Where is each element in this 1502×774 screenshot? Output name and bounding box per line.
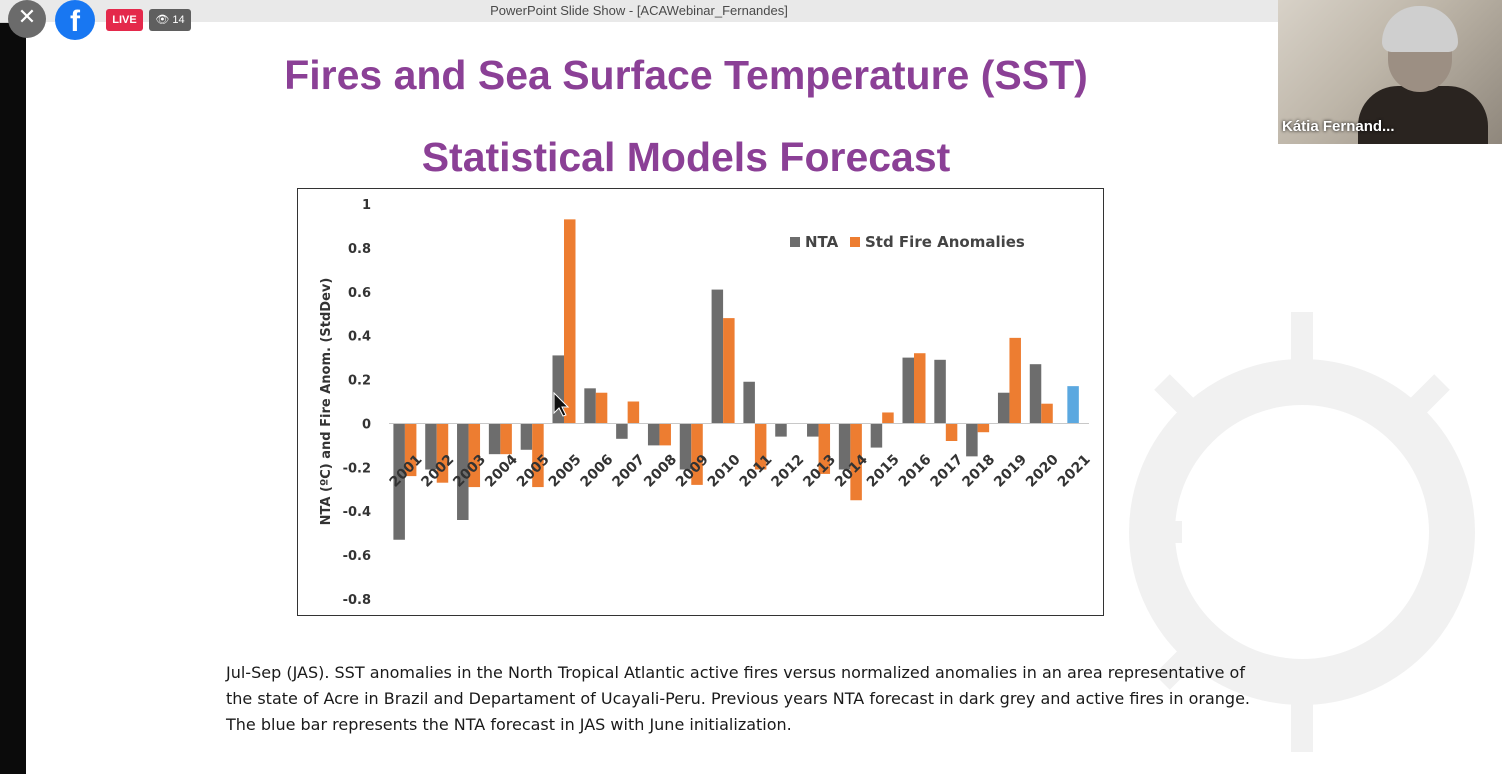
bar-nta	[616, 423, 628, 439]
slide-subtitle: Statistical Models Forecast	[421, 134, 951, 180]
x-tick-label: 2018	[959, 452, 998, 491]
bar-nta	[743, 381, 755, 424]
participant-video[interactable]: Kátia Fernand...	[1278, 0, 1502, 144]
bar-fire	[595, 392, 608, 424]
bar-nta	[838, 423, 851, 470]
x-tick-label: 2015	[864, 452, 903, 491]
bar-fire	[1009, 337, 1021, 424]
left-edge-strip	[0, 0, 26, 774]
bar-nta	[775, 423, 787, 437]
bar-fire	[882, 412, 894, 424]
bar-fire	[659, 423, 671, 446]
bar-fire	[850, 423, 862, 501]
caption-line: Jul-Sep (JAS). SST anomalies in the Nort…	[226, 663, 1245, 682]
x-tick-label: 2008	[641, 452, 680, 491]
bar-nta	[393, 423, 405, 540]
presentation-slide: Fires and Sea Surface Temperature (SST) …	[26, 22, 1502, 774]
bar-nta	[584, 388, 596, 424]
close-icon[interactable]: ✕	[8, 0, 46, 38]
bar-fire	[627, 401, 640, 424]
x-tick-label: 2021	[1055, 452, 1094, 491]
x-tick-label: 2020	[1023, 451, 1062, 490]
bar-nta	[902, 357, 914, 424]
bar-nta	[711, 289, 724, 424]
legend-label-nta: NTA	[805, 233, 839, 251]
y-tick-label: 0.8	[348, 242, 371, 257]
bar-fire	[977, 423, 990, 433]
bar-fire	[691, 423, 703, 485]
y-tick-label: -0.8	[343, 593, 371, 608]
bar-fire	[500, 423, 512, 455]
y-axis-label: NTA (ºC) and Fire Anom. (StdDev)	[319, 278, 334, 526]
bar-chart: 10.80.60.40.20-0.2-0.4-0.6-0.8 200120022…	[319, 198, 1094, 608]
bar-fire	[564, 219, 576, 424]
bar-forecast	[1067, 386, 1079, 424]
bar-fire	[945, 423, 958, 441]
y-tick-label: -0.4	[343, 505, 371, 520]
bar-nta	[966, 423, 978, 457]
x-tick-label: 2006	[578, 452, 617, 491]
watermark-logo	[1129, 312, 1475, 752]
bar-nta	[457, 423, 469, 520]
window-title: PowerPoint Slide Show - [ACAWebinar_Fern…	[490, 3, 788, 18]
bar-nta	[488, 423, 501, 455]
bar-nta	[870, 423, 883, 448]
legend-swatch-nta	[790, 237, 800, 247]
bar-fire	[404, 423, 417, 477]
slide-title: Fires and Sea Surface Temperature (SST)	[284, 52, 1088, 98]
x-tick-label: 2010	[705, 451, 744, 490]
y-tick-label: 0.2	[348, 374, 371, 389]
bar-fire	[723, 318, 735, 424]
x-tick-label: 2019	[991, 452, 1030, 491]
y-tick-label: -0.2	[343, 461, 371, 476]
y-tick-label: 1	[362, 198, 371, 213]
legend: NTA Std Fire Anomalies	[790, 233, 1025, 251]
chart-frame: 1 0.8 0.6 0.4 0.2 0 -0.2 -0.4 -0.6 -0.8 2001 2002 2…	[297, 188, 1104, 616]
legend-label-fire: Std Fire Anomalies	[865, 233, 1025, 251]
participant-hair	[1382, 6, 1458, 52]
slide-caption: Jul-Sep (JAS). SST anomalies in the Nort…	[226, 660, 1386, 738]
x-tick-label: 2007	[609, 452, 648, 491]
bar-nta	[1029, 364, 1042, 424]
x-tick-label: 2004	[482, 451, 521, 490]
bar-nta	[807, 423, 819, 437]
participant-name: Kátia Fernand...	[1282, 118, 1395, 135]
x-tick-label: 2016	[896, 452, 935, 491]
bar-fire	[436, 423, 449, 483]
window-titlebar: PowerPoint Slide Show - [ACAWebinar_Fern…	[0, 0, 1278, 23]
caption-line: the state of Acre in Brazil and Departam…	[226, 689, 1250, 708]
facebook-icon[interactable]: f	[55, 0, 95, 40]
x-tick-label: 2017	[928, 452, 967, 491]
bar-nta	[647, 423, 660, 446]
bar-nta	[679, 423, 692, 470]
mouse-cursor-icon	[553, 391, 570, 417]
x-tick-label: 2005	[546, 452, 585, 491]
live-badge: LIVE	[106, 9, 143, 31]
y-tick-label: 0	[362, 417, 371, 432]
bar-nta	[997, 392, 1010, 424]
x-tick-label: 2012	[768, 452, 807, 491]
bar-fire	[914, 353, 926, 424]
bar-nta	[552, 355, 564, 424]
bar-fire	[818, 423, 831, 474]
bar-nta	[934, 359, 946, 424]
caption-line: The blue bar represents the NTA forecast…	[226, 715, 792, 734]
y-tick-label: -0.6	[343, 549, 371, 564]
y-tick-label: 0.4	[348, 330, 371, 345]
bar-nta	[520, 423, 533, 450]
bar-fire	[1041, 403, 1053, 424]
participant-body	[1358, 86, 1488, 144]
y-tick-label: 0.6	[348, 286, 371, 301]
legend-swatch-fire	[850, 237, 860, 247]
bar-fire	[468, 423, 481, 488]
bar-fire	[754, 423, 767, 470]
bar-nta	[425, 423, 437, 470]
bar-fire	[532, 423, 544, 488]
viewer-count-badge: 👁 14	[149, 9, 191, 31]
